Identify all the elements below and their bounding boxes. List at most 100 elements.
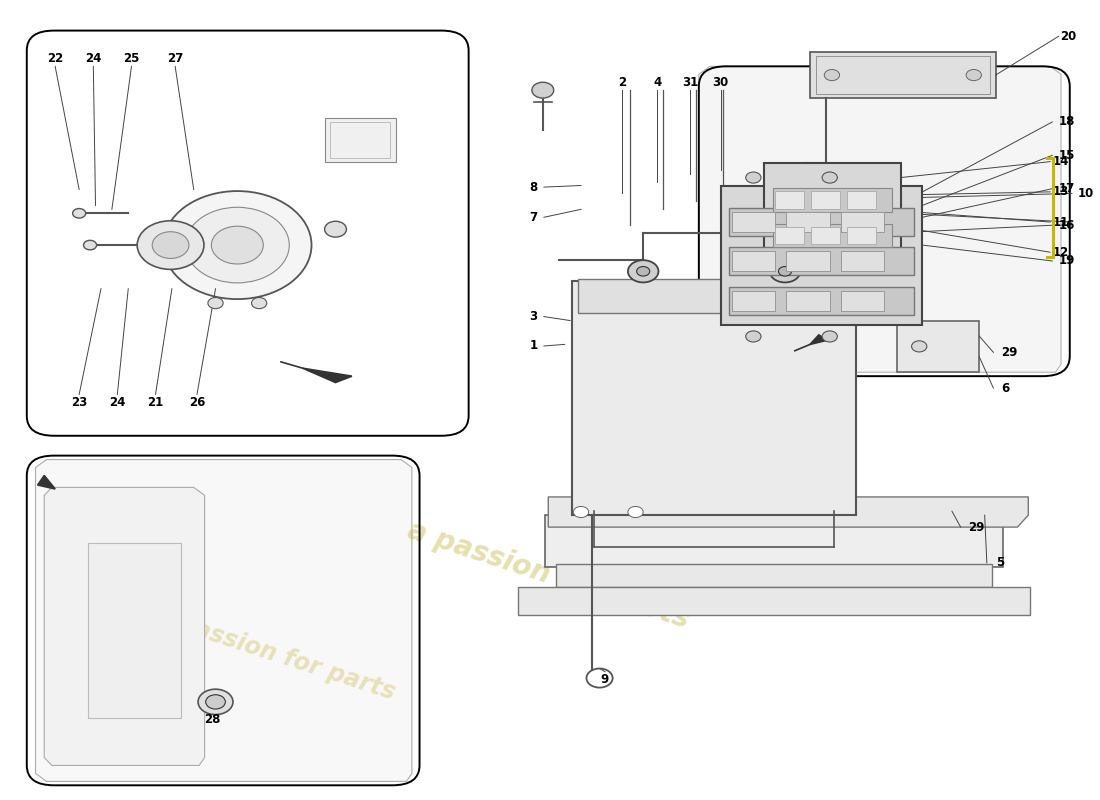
FancyBboxPatch shape	[840, 212, 884, 231]
FancyBboxPatch shape	[764, 163, 901, 257]
Circle shape	[822, 331, 837, 342]
Text: 26: 26	[189, 396, 206, 409]
FancyBboxPatch shape	[773, 188, 892, 212]
Text: 24: 24	[85, 52, 101, 65]
Text: 6: 6	[1001, 382, 1010, 394]
FancyBboxPatch shape	[729, 287, 914, 315]
Circle shape	[208, 298, 223, 309]
Text: 16: 16	[1059, 218, 1075, 232]
FancyBboxPatch shape	[732, 251, 775, 271]
Text: 3: 3	[529, 310, 538, 323]
Circle shape	[163, 191, 311, 299]
Circle shape	[198, 689, 233, 714]
Text: 17: 17	[1059, 182, 1075, 195]
FancyBboxPatch shape	[786, 212, 829, 231]
Text: 1: 1	[529, 339, 538, 353]
FancyBboxPatch shape	[88, 543, 180, 718]
Circle shape	[532, 82, 553, 98]
FancyBboxPatch shape	[720, 186, 923, 325]
Polygon shape	[37, 475, 55, 489]
Polygon shape	[698, 66, 1062, 372]
Circle shape	[186, 207, 289, 283]
Text: 31: 31	[682, 76, 698, 89]
Circle shape	[152, 232, 189, 258]
FancyBboxPatch shape	[811, 227, 839, 244]
FancyBboxPatch shape	[811, 191, 839, 209]
Circle shape	[779, 266, 792, 276]
FancyBboxPatch shape	[847, 227, 876, 244]
FancyBboxPatch shape	[898, 321, 979, 372]
FancyBboxPatch shape	[732, 291, 775, 311]
FancyBboxPatch shape	[810, 52, 996, 98]
Text: 25: 25	[123, 52, 140, 65]
Text: 13: 13	[1053, 186, 1069, 198]
Text: 10: 10	[1077, 187, 1093, 200]
FancyBboxPatch shape	[847, 191, 876, 209]
Circle shape	[84, 240, 97, 250]
FancyBboxPatch shape	[840, 291, 884, 311]
Circle shape	[628, 506, 643, 518]
FancyBboxPatch shape	[840, 251, 884, 271]
Text: 29: 29	[968, 521, 984, 534]
Text: 4: 4	[653, 76, 661, 89]
Circle shape	[746, 172, 761, 183]
FancyBboxPatch shape	[776, 191, 804, 209]
Text: 21: 21	[147, 396, 164, 409]
Text: 7: 7	[529, 210, 538, 224]
FancyBboxPatch shape	[773, 224, 892, 247]
Circle shape	[211, 226, 263, 264]
FancyBboxPatch shape	[729, 208, 914, 235]
FancyBboxPatch shape	[544, 515, 1003, 567]
Text: 14: 14	[1053, 155, 1069, 168]
Text: 15: 15	[1059, 149, 1075, 162]
Polygon shape	[548, 497, 1028, 527]
Circle shape	[138, 221, 204, 270]
FancyBboxPatch shape	[786, 251, 829, 271]
Text: 12: 12	[1053, 246, 1069, 258]
Text: 24: 24	[109, 396, 125, 409]
Text: 23: 23	[72, 396, 87, 409]
FancyBboxPatch shape	[324, 118, 396, 162]
Text: a passion for parts: a passion for parts	[153, 604, 398, 705]
FancyBboxPatch shape	[786, 291, 829, 311]
Circle shape	[746, 331, 761, 342]
Circle shape	[324, 222, 346, 237]
FancyBboxPatch shape	[518, 586, 1031, 614]
Text: 18: 18	[1059, 115, 1075, 129]
Text: 20: 20	[1060, 30, 1077, 42]
Circle shape	[73, 209, 86, 218]
Text: 5: 5	[996, 556, 1004, 570]
FancyBboxPatch shape	[578, 279, 850, 313]
Polygon shape	[35, 459, 411, 782]
FancyBboxPatch shape	[729, 247, 914, 275]
Text: 19: 19	[1059, 254, 1075, 267]
Text: 2: 2	[618, 76, 627, 89]
Polygon shape	[302, 368, 352, 382]
Text: a passion for parts: a passion for parts	[404, 516, 693, 634]
Text: 30: 30	[713, 76, 729, 89]
Circle shape	[252, 298, 267, 309]
FancyBboxPatch shape	[556, 565, 992, 586]
Circle shape	[825, 263, 840, 274]
Circle shape	[637, 266, 650, 276]
Circle shape	[573, 506, 588, 518]
Circle shape	[966, 70, 981, 81]
Polygon shape	[810, 335, 826, 344]
FancyBboxPatch shape	[572, 281, 856, 515]
Text: 22: 22	[47, 52, 64, 65]
Circle shape	[770, 260, 801, 282]
Text: 11: 11	[1053, 215, 1069, 229]
Text: 9: 9	[601, 673, 609, 686]
Polygon shape	[44, 487, 205, 766]
Circle shape	[628, 260, 659, 282]
Circle shape	[822, 172, 837, 183]
Text: 28: 28	[205, 713, 220, 726]
Text: 27: 27	[167, 52, 184, 65]
Circle shape	[912, 341, 927, 352]
FancyBboxPatch shape	[776, 227, 804, 244]
Text: 8: 8	[529, 181, 538, 194]
Text: 29: 29	[1001, 346, 1018, 359]
Circle shape	[824, 70, 839, 81]
Circle shape	[206, 694, 225, 709]
FancyBboxPatch shape	[732, 212, 775, 231]
